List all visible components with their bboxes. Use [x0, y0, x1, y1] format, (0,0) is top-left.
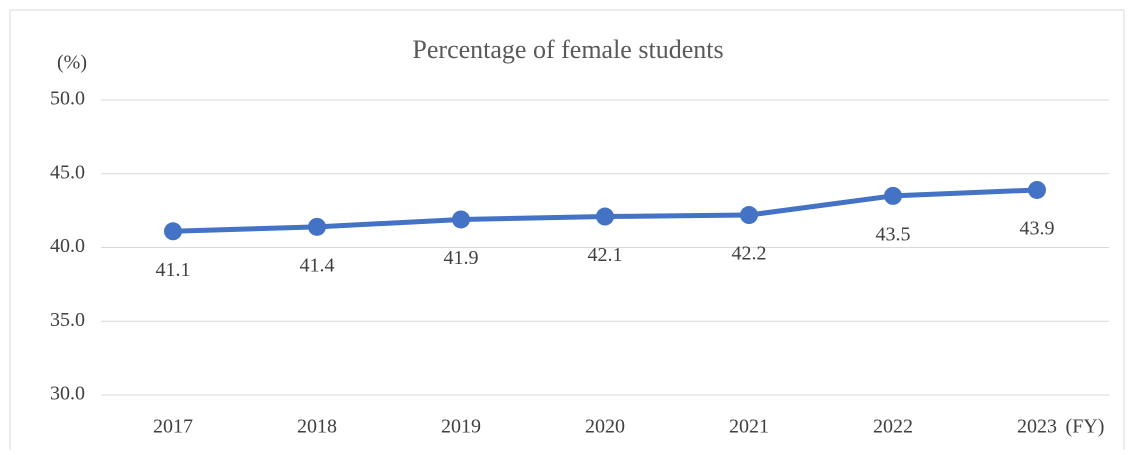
y-tick-label: 35.0 — [50, 309, 85, 331]
x-tick-label: 2023 — [1017, 416, 1057, 438]
x-tick-label: 2019 — [441, 416, 481, 438]
data-label: 41.9 — [444, 247, 479, 269]
marker — [452, 210, 470, 229]
x-tick-label: 2018 — [297, 416, 337, 438]
y-tick-label: 50.0 — [50, 88, 85, 110]
data-label: 42.2 — [732, 243, 767, 265]
y-tick-label: 45.0 — [50, 161, 85, 183]
x-tick-label: 2017 — [153, 416, 193, 438]
data-label: 43.9 — [1020, 218, 1055, 240]
marker — [884, 186, 902, 205]
x-tick-label: 2021 — [729, 416, 769, 438]
marker — [1028, 180, 1046, 199]
marker — [596, 207, 614, 226]
marker — [740, 206, 758, 225]
data-label: 41.4 — [300, 254, 335, 276]
data-label: 43.5 — [876, 223, 911, 245]
x-tick-label: 2022 — [873, 416, 913, 438]
x-tick-label: 2020 — [585, 416, 625, 438]
marker — [308, 217, 326, 236]
marker — [164, 222, 182, 241]
y-tick-label: 40.0 — [50, 235, 85, 257]
chart-title: Percentage of female students — [412, 35, 723, 64]
y-tick-label: 30.0 — [50, 383, 85, 405]
x-axis-label: (FY) — [1066, 416, 1105, 438]
y-axis-label: (%) — [57, 52, 87, 74]
data-label: 41.1 — [156, 259, 191, 281]
data-label: 42.1 — [588, 244, 623, 266]
